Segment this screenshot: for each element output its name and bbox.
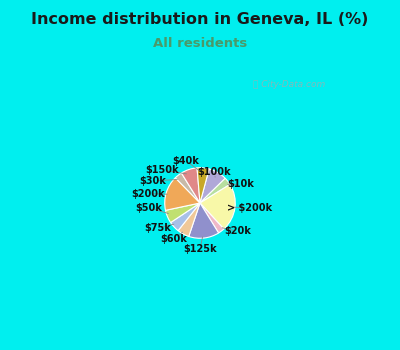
Text: All residents: All residents [153, 37, 247, 50]
Wedge shape [200, 169, 225, 203]
Text: $150k: $150k [146, 165, 179, 175]
Text: Income distribution in Geneva, IL (%): Income distribution in Geneva, IL (%) [31, 12, 369, 27]
Text: $125k: $125k [183, 244, 217, 254]
Text: $60k: $60k [161, 234, 188, 244]
Wedge shape [175, 173, 200, 203]
Wedge shape [189, 203, 218, 238]
Wedge shape [165, 178, 200, 210]
Text: $200k: $200k [132, 189, 165, 198]
Text: $10k: $10k [228, 179, 254, 189]
Text: ⓘ City-Data.com: ⓘ City-Data.com [253, 79, 325, 89]
Wedge shape [200, 184, 235, 229]
Text: > $200k: > $200k [227, 203, 272, 213]
Wedge shape [178, 203, 200, 237]
Wedge shape [197, 168, 209, 203]
Wedge shape [200, 178, 230, 203]
Wedge shape [166, 203, 200, 223]
Wedge shape [182, 168, 200, 203]
Text: $50k: $50k [135, 203, 162, 213]
Text: $30k: $30k [140, 176, 166, 186]
Text: $40k: $40k [172, 156, 199, 166]
Text: $100k: $100k [197, 167, 231, 177]
Text: $75k: $75k [144, 223, 171, 233]
Wedge shape [200, 203, 224, 233]
Wedge shape [171, 203, 200, 231]
Text: $20k: $20k [224, 226, 251, 236]
